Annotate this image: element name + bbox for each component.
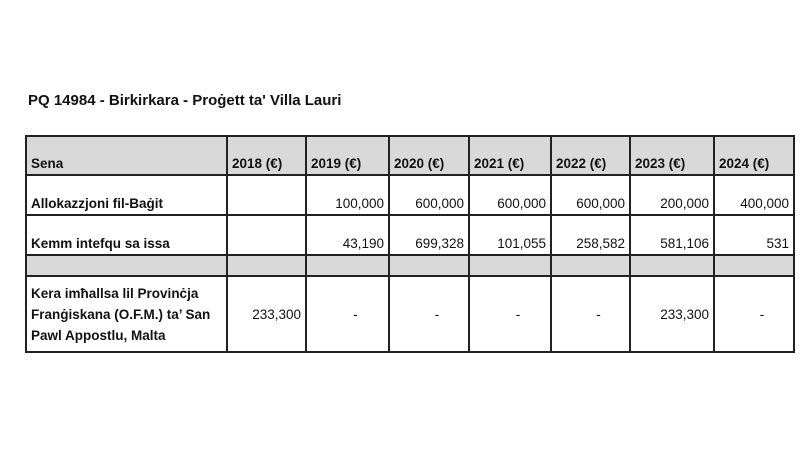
budget-table: Sena 2018 (€) 2019 (€) 2020 (€) 2021 (€)…	[25, 135, 795, 353]
table-cell: 43,190	[305, 214, 390, 256]
table-cell: 400,000	[713, 174, 795, 216]
header-cell: 2021 (€)	[468, 135, 552, 176]
empty-cell	[25, 254, 228, 277]
header-cell: 2019 (€)	[305, 135, 390, 176]
table-cell: -	[388, 275, 470, 353]
table-cell: -	[550, 275, 631, 353]
table-cell	[226, 174, 307, 216]
table-row: Kera imħallsa lil Provinċja Franġiskana …	[25, 275, 795, 353]
empty-cell	[226, 254, 307, 277]
row-label: Kera imħallsa lil Provinċja Franġiskana …	[25, 275, 228, 353]
table-cell: 600,000	[550, 174, 631, 216]
header-cell: 2018 (€)	[226, 135, 307, 176]
empty-cell	[713, 254, 795, 277]
table-cell: -	[713, 275, 795, 353]
header-cell: 2024 (€)	[713, 135, 795, 176]
row-label: Kemm intefqu sa issa	[25, 214, 228, 256]
table-cell: 699,328	[388, 214, 470, 256]
table-cell: 581,106	[629, 214, 715, 256]
table-cell	[226, 214, 307, 256]
table-cell: 258,582	[550, 214, 631, 256]
header-cell: Sena	[25, 135, 228, 176]
empty-cell	[305, 254, 390, 277]
empty-cell	[388, 254, 470, 277]
empty-cell	[468, 254, 552, 277]
table-cell: 233,300	[629, 275, 715, 353]
header-cell: 2022 (€)	[550, 135, 631, 176]
separator-row	[25, 254, 795, 277]
header-cell: 2020 (€)	[388, 135, 470, 176]
table-cell: -	[468, 275, 552, 353]
table-cell: -	[305, 275, 390, 353]
empty-cell	[550, 254, 631, 277]
table-row: Kemm intefqu sa issa 43,190 699,328 101,…	[25, 214, 795, 256]
document-title: PQ 14984 - Birkirkara - Proġett ta' Vill…	[28, 92, 342, 109]
empty-cell	[629, 254, 715, 277]
table-cell: 600,000	[468, 174, 552, 216]
table-cell: 200,000	[629, 174, 715, 216]
table-cell: 101,055	[468, 214, 552, 256]
table-cell: 531	[713, 214, 795, 256]
table-cell: 100,000	[305, 174, 390, 216]
table-cell: 600,000	[388, 174, 470, 216]
table-row: Allokazzjoni fil-Baġit 100,000 600,000 6…	[25, 174, 795, 216]
table-cell: 233,300	[226, 275, 307, 353]
row-label: Allokazzjoni fil-Baġit	[25, 174, 228, 216]
header-cell: 2023 (€)	[629, 135, 715, 176]
header-row: Sena 2018 (€) 2019 (€) 2020 (€) 2021 (€)…	[25, 135, 795, 176]
